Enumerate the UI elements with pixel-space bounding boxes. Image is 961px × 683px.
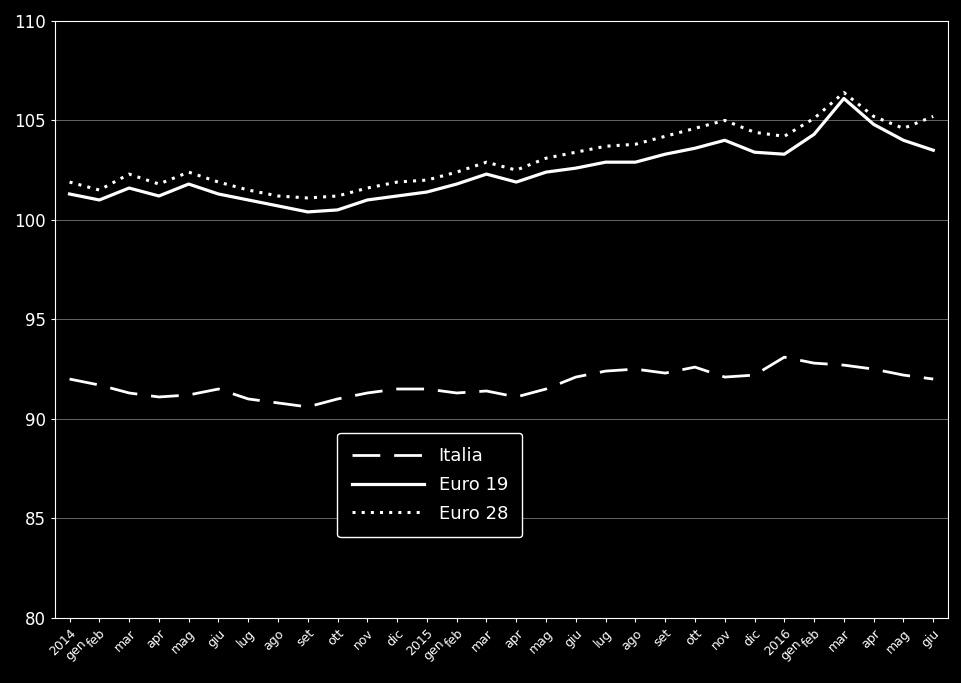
Italia <box>332 395 343 403</box>
Italia <box>212 385 224 393</box>
Euro 19 <box>480 170 492 178</box>
Euro 19 <box>867 120 878 128</box>
Euro 19 <box>63 190 75 198</box>
Euro 28 <box>332 192 343 200</box>
Euro 28 <box>480 158 492 166</box>
Euro 28 <box>777 133 789 141</box>
Euro 28 <box>658 133 670 141</box>
Euro 19 <box>93 196 105 204</box>
Euro 19 <box>153 192 164 200</box>
Euro 19 <box>361 196 373 204</box>
Euro 19 <box>510 178 522 186</box>
Euro 19 <box>391 192 403 200</box>
Italia <box>540 385 552 393</box>
Italia <box>123 389 135 397</box>
Euro 19 <box>421 188 432 196</box>
Euro 19 <box>658 150 670 158</box>
Euro 28 <box>510 166 522 174</box>
Euro 28 <box>123 170 135 178</box>
Italia <box>183 391 194 399</box>
Italia <box>897 371 908 379</box>
Euro 19 <box>242 196 254 204</box>
Italia <box>302 403 313 411</box>
Line: Euro 28: Euro 28 <box>69 92 932 198</box>
Italia <box>570 373 581 381</box>
Euro 28 <box>540 154 552 163</box>
Italia <box>451 389 462 397</box>
Italia <box>658 369 670 377</box>
Euro 28 <box>629 140 641 148</box>
Euro 28 <box>242 186 254 194</box>
Italia <box>837 361 849 370</box>
Euro 28 <box>926 112 938 120</box>
Italia <box>480 387 492 395</box>
Euro 19 <box>897 136 908 144</box>
Euro 19 <box>332 206 343 214</box>
Euro 19 <box>183 180 194 188</box>
Euro 28 <box>451 168 462 176</box>
Euro 28 <box>361 184 373 192</box>
Euro 28 <box>421 176 432 184</box>
Euro 19 <box>807 130 819 139</box>
Legend: Italia, Euro 19, Euro 28: Italia, Euro 19, Euro 28 <box>337 432 522 537</box>
Euro 28 <box>867 112 878 120</box>
Euro 28 <box>272 192 283 200</box>
Italia <box>926 375 938 383</box>
Euro 19 <box>212 190 224 198</box>
Euro 19 <box>600 158 611 166</box>
Italia <box>361 389 373 397</box>
Euro 28 <box>302 194 313 202</box>
Euro 19 <box>777 150 789 158</box>
Euro 28 <box>212 178 224 186</box>
Italia <box>63 375 75 383</box>
Euro 19 <box>718 136 729 144</box>
Euro 19 <box>837 94 849 102</box>
Italia <box>242 395 254 403</box>
Italia <box>807 359 819 367</box>
Euro 19 <box>748 148 759 156</box>
Euro 19 <box>540 168 552 176</box>
Italia <box>510 393 522 401</box>
Italia <box>600 367 611 375</box>
Euro 28 <box>748 128 759 137</box>
Euro 19 <box>570 164 581 172</box>
Euro 28 <box>153 180 164 188</box>
Euro 28 <box>688 124 700 133</box>
Italia <box>688 363 700 372</box>
Euro 19 <box>688 144 700 152</box>
Italia <box>867 365 878 373</box>
Italia <box>391 385 403 393</box>
Italia <box>153 393 164 401</box>
Euro 28 <box>897 124 908 133</box>
Italia <box>777 353 789 361</box>
Euro 19 <box>123 184 135 192</box>
Euro 28 <box>837 88 849 96</box>
Euro 19 <box>629 158 641 166</box>
Italia <box>748 371 759 379</box>
Italia <box>421 385 432 393</box>
Euro 28 <box>391 178 403 186</box>
Euro 19 <box>926 146 938 154</box>
Italia <box>718 373 729 381</box>
Euro 19 <box>302 208 313 216</box>
Euro 28 <box>183 168 194 176</box>
Euro 28 <box>807 114 819 122</box>
Italia <box>272 399 283 407</box>
Italia <box>93 381 105 389</box>
Euro 28 <box>570 148 581 156</box>
Euro 19 <box>451 180 462 188</box>
Euro 28 <box>600 142 611 150</box>
Line: Euro 19: Euro 19 <box>69 98 932 212</box>
Line: Italia: Italia <box>69 357 932 407</box>
Italia <box>629 365 641 373</box>
Euro 28 <box>63 178 75 186</box>
Euro 28 <box>93 186 105 194</box>
Euro 19 <box>272 202 283 210</box>
Euro 28 <box>718 116 729 124</box>
